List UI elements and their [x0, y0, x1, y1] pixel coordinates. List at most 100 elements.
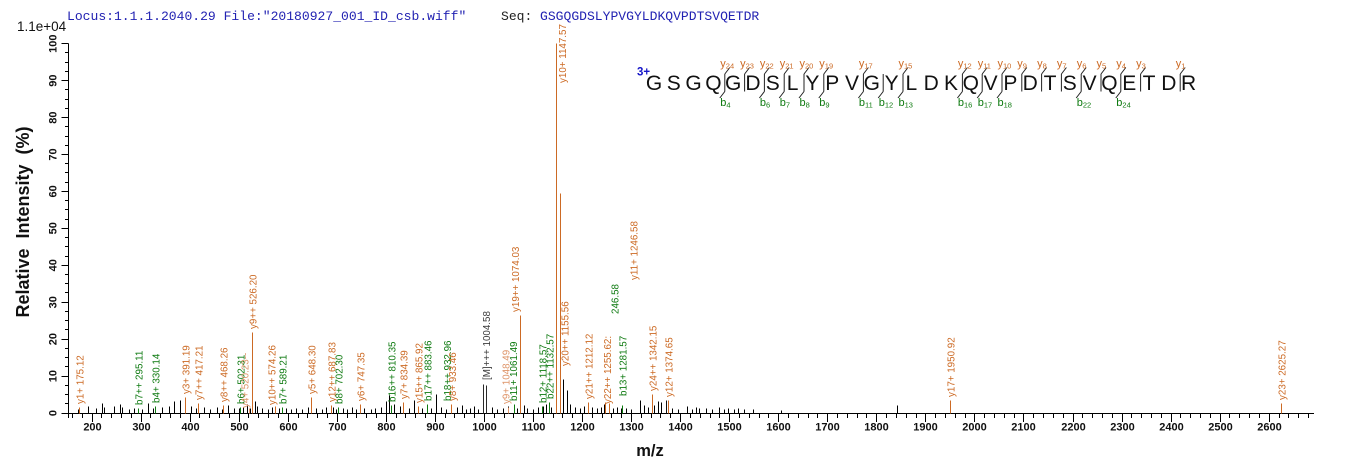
- svg-text:D: D: [1161, 72, 1176, 95]
- svg-text:y9: y9: [1017, 58, 1027, 71]
- svg-text:b11: b11: [859, 97, 873, 110]
- svg-text:y21++ 1212.12: y21++ 1212.12: [584, 334, 595, 399]
- svg-text:y1: y1: [1176, 58, 1186, 71]
- svg-text:GSGQGDSLYPVGYLDKQVPDTSVQETDR: GSGQGDSLYPVGYLDKQVPDTSVQETDR: [540, 9, 759, 24]
- svg-text:b16++ 810.35: b16++ 810.35: [387, 341, 398, 402]
- svg-text:2100: 2100: [1011, 422, 1035, 434]
- svg-text:1200: 1200: [570, 422, 594, 434]
- svg-text:Y: Y: [885, 72, 899, 95]
- svg-text:D: D: [924, 72, 939, 95]
- svg-text:K: K: [944, 72, 958, 95]
- svg-text:T: T: [1044, 72, 1057, 95]
- svg-text:b13: b13: [899, 97, 913, 110]
- svg-text:b12: b12: [879, 97, 893, 110]
- svg-text:Relative Intensity (%): Relative Intensity (%): [13, 126, 33, 317]
- svg-text:L: L: [906, 72, 918, 95]
- svg-text:1500: 1500: [717, 422, 741, 434]
- svg-text:70: 70: [48, 148, 60, 160]
- svg-text:y11+ 1246.58: y11+ 1246.58: [630, 221, 641, 280]
- svg-text:b4: b4: [720, 97, 730, 110]
- svg-text:b24: b24: [1116, 97, 1130, 110]
- svg-text:200: 200: [83, 422, 101, 434]
- svg-text:b7++ 295.11: b7++ 295.11: [134, 351, 145, 405]
- svg-text:10: 10: [48, 370, 60, 382]
- svg-text:y12+ 1374.65: y12+ 1374.65: [664, 337, 675, 397]
- svg-text:y23+ 2625.27: y23+ 2625.27: [1277, 340, 1288, 400]
- svg-text:b7: b7: [780, 97, 790, 110]
- svg-text:400: 400: [181, 422, 199, 434]
- svg-text:b22++ 1132.57: b22++ 1132.57: [545, 334, 556, 399]
- svg-text:40: 40: [48, 259, 60, 271]
- svg-text:S: S: [766, 72, 780, 95]
- svg-text:Q: Q: [1101, 72, 1117, 95]
- svg-text:y9+ 1048.49: y9+ 1048.49: [502, 350, 513, 404]
- svg-text:1900: 1900: [913, 422, 937, 434]
- svg-text:1600: 1600: [766, 422, 790, 434]
- svg-text:1.1e+04: 1.1e+04: [17, 19, 67, 34]
- svg-text:y12: y12: [958, 58, 972, 71]
- svg-text:E: E: [1122, 72, 1136, 95]
- svg-text:100: 100: [48, 35, 60, 53]
- svg-text:Seq:: Seq:: [501, 9, 532, 24]
- svg-text:b17: b17: [978, 97, 992, 110]
- svg-text:2200: 2200: [1061, 422, 1085, 434]
- svg-text:b22: b22: [1077, 97, 1091, 110]
- svg-text:S: S: [1063, 72, 1077, 95]
- svg-text:y9++ 526.20: y9++ 526.20: [248, 274, 259, 329]
- svg-text:y12++ 687.83: y12++ 687.83: [327, 342, 338, 402]
- svg-text:y10++ 574.26: y10++ 574.26: [268, 345, 279, 405]
- svg-text:300: 300: [132, 422, 150, 434]
- svg-text:y24: y24: [720, 58, 734, 71]
- svg-text:2600: 2600: [1257, 422, 1281, 434]
- svg-text:y1+ 175.12: y1+ 175.12: [75, 355, 86, 404]
- svg-text:1000: 1000: [472, 422, 496, 434]
- svg-text:y24++ 1342.15: y24++ 1342.15: [648, 325, 659, 391]
- svg-text:V: V: [845, 72, 859, 95]
- svg-text:y7++ 417.21: y7++ 417.21: [194, 346, 205, 400]
- svg-text:b17++ 883.46: b17++ 883.46: [423, 340, 434, 401]
- svg-text:b7+ 589.21: b7+ 589.21: [278, 355, 289, 404]
- svg-text:500: 500: [230, 422, 248, 434]
- svg-text:G: G: [725, 72, 741, 95]
- svg-text:700: 700: [328, 422, 346, 434]
- svg-text:y8: y8: [1037, 58, 1047, 71]
- svg-text:y17: y17: [859, 58, 873, 71]
- svg-text:V: V: [984, 72, 998, 95]
- svg-text:3+: 3+: [637, 67, 650, 79]
- svg-text:80: 80: [48, 111, 60, 123]
- svg-text:G: G: [864, 72, 880, 95]
- svg-text:y4: y4: [1116, 58, 1126, 71]
- svg-text:Q: Q: [963, 72, 979, 95]
- svg-text:y6: y6: [1077, 58, 1087, 71]
- svg-text:20: 20: [48, 333, 60, 345]
- svg-text:y3+ 391.19: y3+ 391.19: [181, 345, 192, 394]
- svg-text:[M]+++ 1004.58: [M]+++ 1004.58: [482, 311, 493, 380]
- svg-text:y15++ 865.92: y15++ 865.92: [414, 343, 425, 403]
- svg-text:y19++ 1074.03: y19++ 1074.03: [511, 246, 522, 312]
- svg-text:1100: 1100: [522, 422, 546, 434]
- svg-text:y20++ 1155.56: y20++ 1155.56: [561, 301, 572, 366]
- svg-text:y19: y19: [819, 58, 833, 71]
- svg-text:b8+ 702.30: b8+ 702.30: [334, 354, 345, 404]
- svg-text:1300: 1300: [619, 422, 643, 434]
- svg-text:2000: 2000: [962, 422, 986, 434]
- svg-text:30: 30: [48, 296, 60, 308]
- svg-text:y22: y22: [760, 58, 774, 71]
- svg-text:S: S: [667, 72, 681, 95]
- svg-text:T: T: [1143, 72, 1156, 95]
- svg-text:P: P: [1003, 72, 1017, 95]
- svg-text:b6+ 502.31: b6+ 502.31: [236, 355, 247, 404]
- svg-text:600: 600: [279, 422, 297, 434]
- svg-text:y7+ 834.39: y7+ 834.39: [399, 350, 410, 399]
- svg-text:y10+ 1147.57: y10+ 1147.57: [558, 24, 569, 83]
- svg-text:b18++ 932.96: b18++ 932.96: [443, 340, 454, 401]
- svg-text:b16: b16: [958, 97, 972, 110]
- svg-text:246.58: 246.58: [611, 283, 622, 314]
- svg-text:1800: 1800: [864, 422, 888, 434]
- svg-text:b8: b8: [800, 97, 810, 110]
- svg-text:b18: b18: [998, 97, 1012, 110]
- svg-text:y4+ 520.23--: y4+ 520.23--: [241, 353, 252, 408]
- svg-text:800: 800: [377, 422, 395, 434]
- svg-text:m/z: m/z: [636, 442, 664, 460]
- svg-text:60: 60: [48, 185, 60, 197]
